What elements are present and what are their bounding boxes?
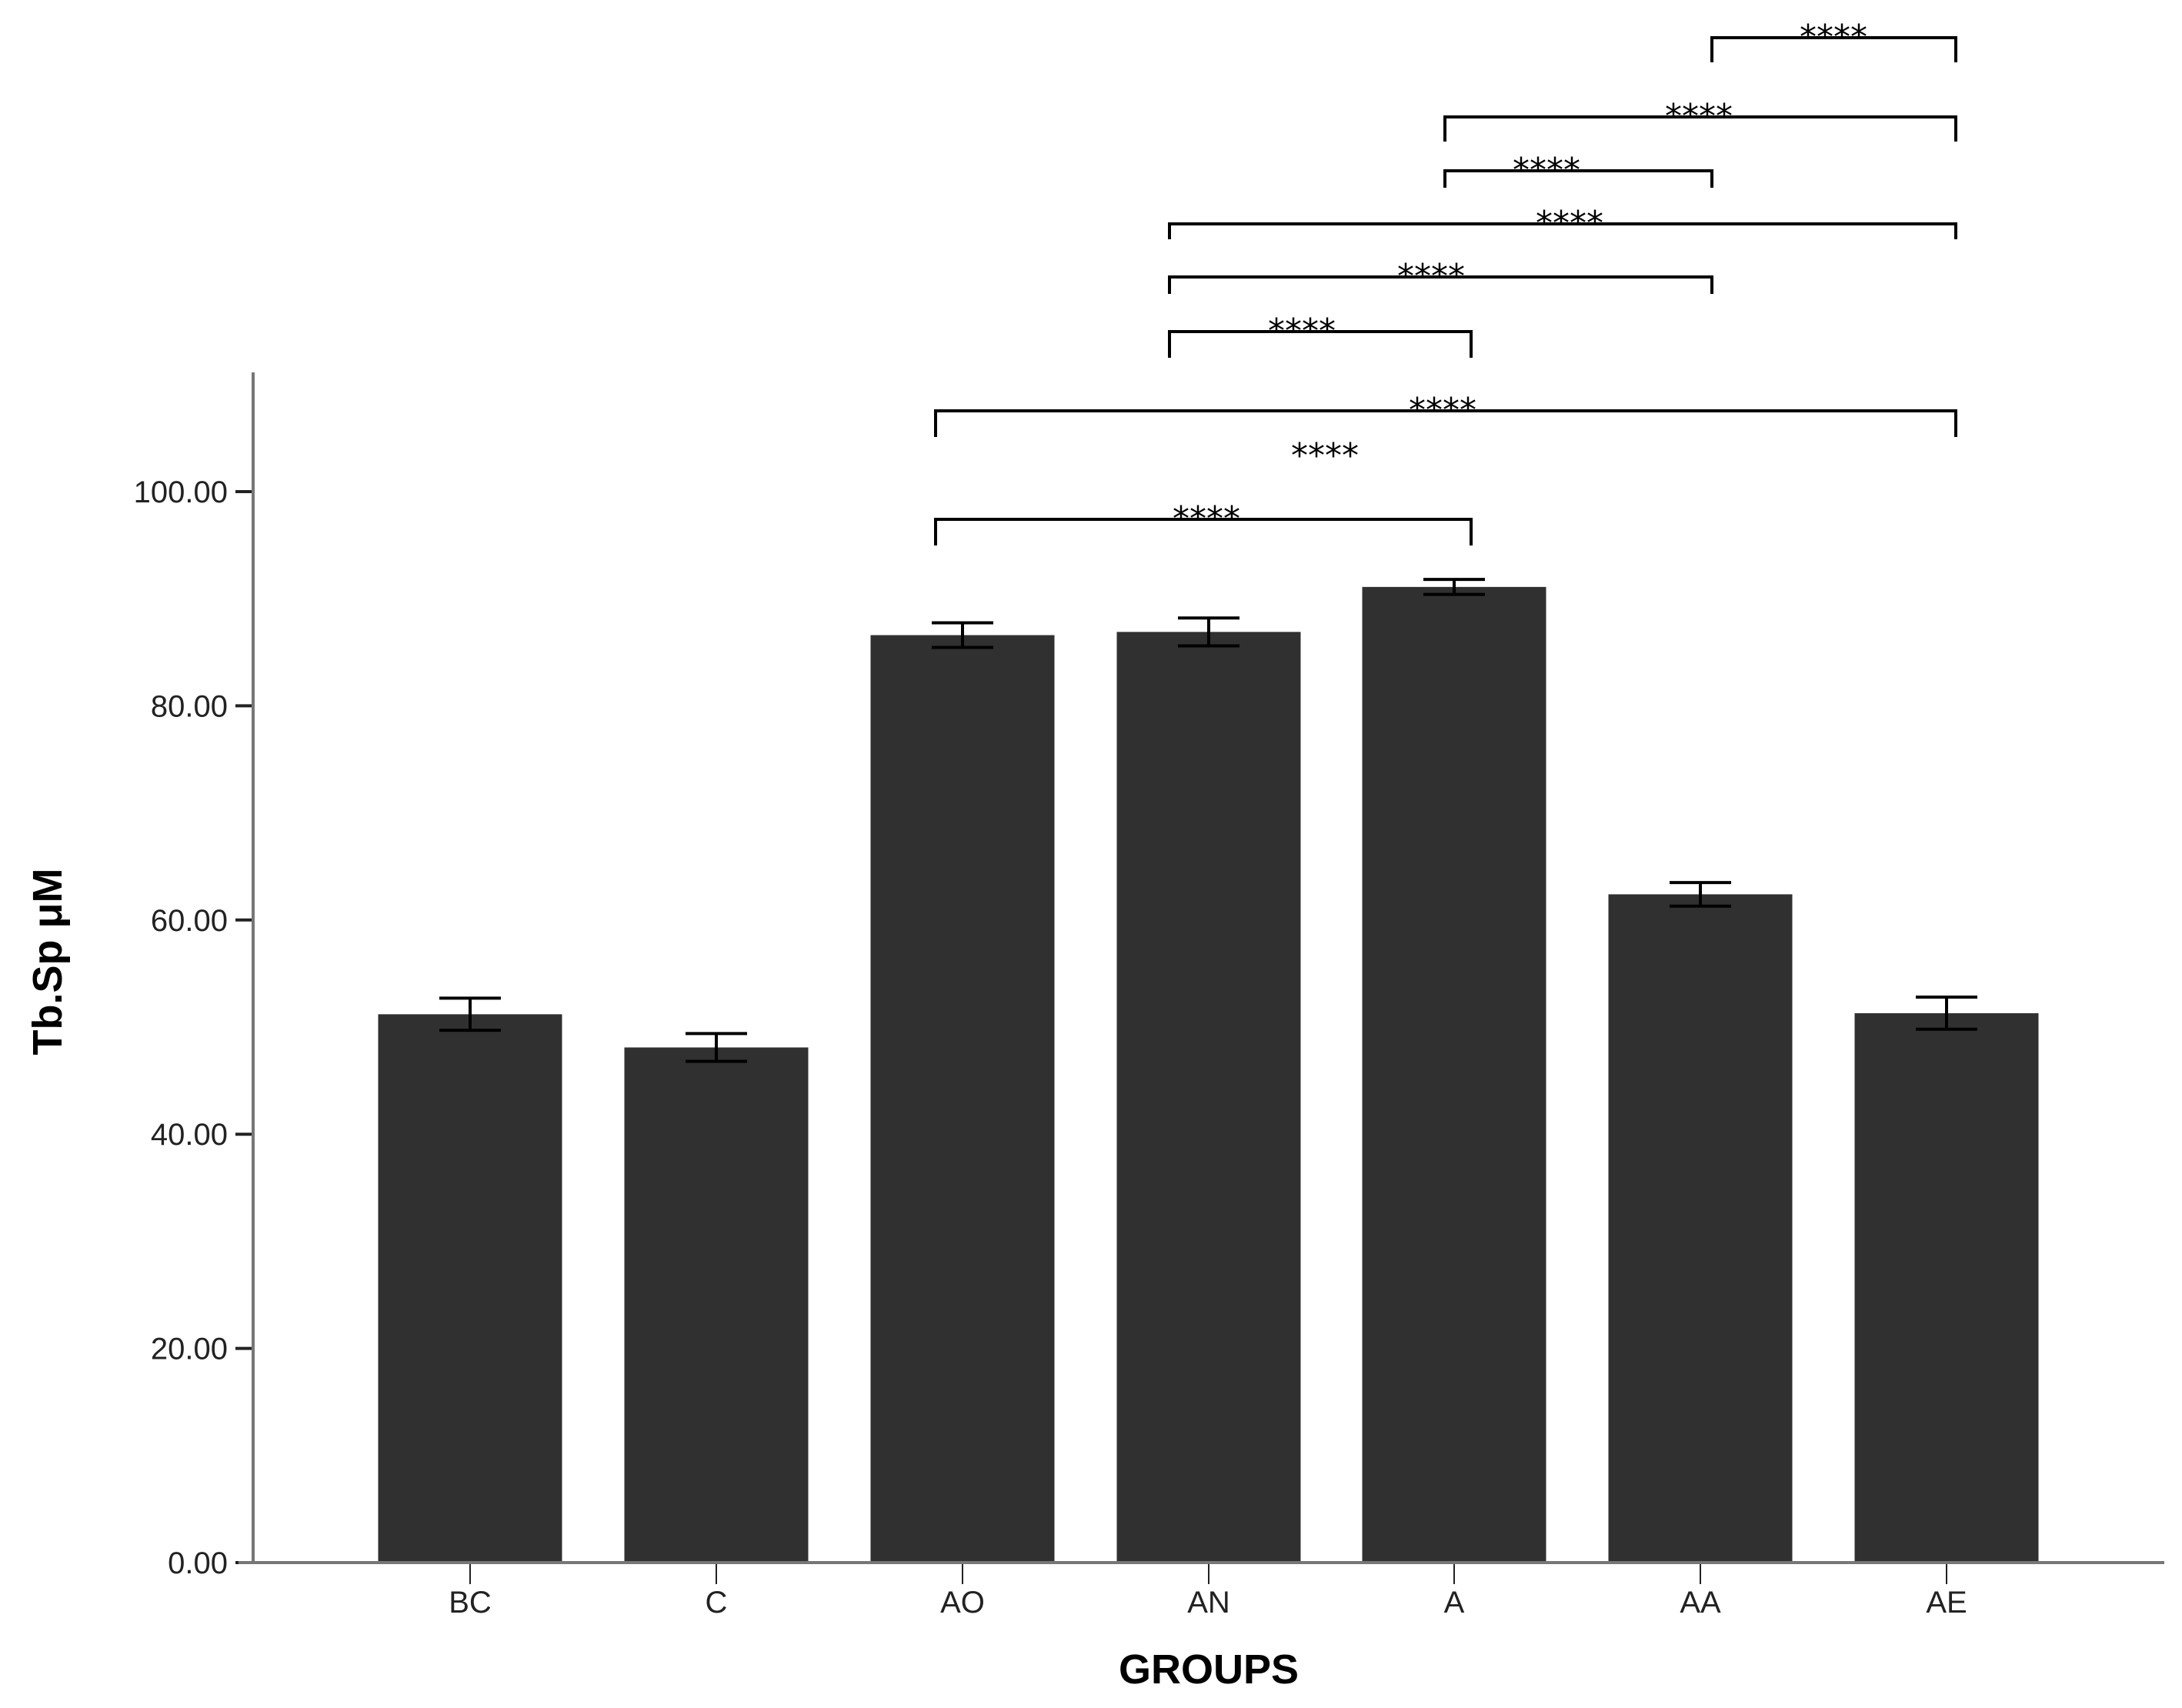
- significance-bracket: [1710, 36, 1957, 62]
- significance-label: ****: [1665, 97, 1733, 136]
- y-tick-label: 60.00: [151, 904, 228, 938]
- significance-brackets: **** **** **** **** **** **** **** **** ****: [934, 18, 1957, 545]
- significance-label: ****: [1536, 204, 1603, 243]
- bar-a: [1362, 586, 1546, 1563]
- bar-ae: [1854, 1012, 2039, 1563]
- significance-bracket: [1443, 169, 1713, 188]
- x-tick-label: AA: [1680, 1586, 1721, 1620]
- x-tick-label: C: [706, 1586, 728, 1620]
- x-tick-label: AO: [940, 1586, 985, 1620]
- x-tick-label: AE: [1926, 1586, 1967, 1620]
- bar-aa: [1608, 894, 1793, 1563]
- y-tick-label: 100.00: [134, 475, 228, 509]
- significance-bracket: [934, 518, 1473, 545]
- y-tick-label: 20.00: [151, 1333, 228, 1366]
- x-axis-title: GROUPS: [1119, 1646, 1299, 1693]
- error-bars: [439, 578, 1977, 1063]
- significance-bracket: [1168, 275, 1713, 294]
- significance-label: ****: [1268, 312, 1336, 351]
- bar-c: [624, 1047, 809, 1563]
- y-axis-title: Tb.Sp μM: [25, 869, 71, 1056]
- y-tick-label: 0.00: [168, 1546, 228, 1580]
- y-axis-ticks: 0.00 20.00 40.00 60.00 80.00 100.00: [134, 475, 253, 1580]
- bar-ao: [870, 635, 1055, 1563]
- significance-bracket: [1168, 222, 1957, 239]
- x-tick-label: AN: [1187, 1586, 1230, 1620]
- significance-bracket: [1443, 115, 1957, 142]
- y-tick-label: 80.00: [151, 689, 228, 723]
- bar-an: [1116, 632, 1301, 1563]
- x-tick-label: BC: [449, 1586, 492, 1620]
- significance-label: ****: [1173, 499, 1240, 539]
- y-tick-label: 40.00: [151, 1118, 228, 1152]
- x-axis-ticks: BC C AO AN A AA AE: [449, 1563, 1967, 1620]
- significance-label: ****: [1800, 18, 1867, 57]
- significance-label: ****: [1409, 391, 1476, 430]
- significance-bracket: [934, 409, 1957, 437]
- significance-label: ****: [1291, 436, 1359, 475]
- x-tick-label: A: [1444, 1586, 1465, 1620]
- significance-label: ****: [1513, 151, 1580, 190]
- significance-label: ****: [1397, 257, 1465, 296]
- bar-bc: [378, 1014, 562, 1563]
- bars: [378, 586, 2039, 1563]
- significance-bracket: [1168, 330, 1473, 358]
